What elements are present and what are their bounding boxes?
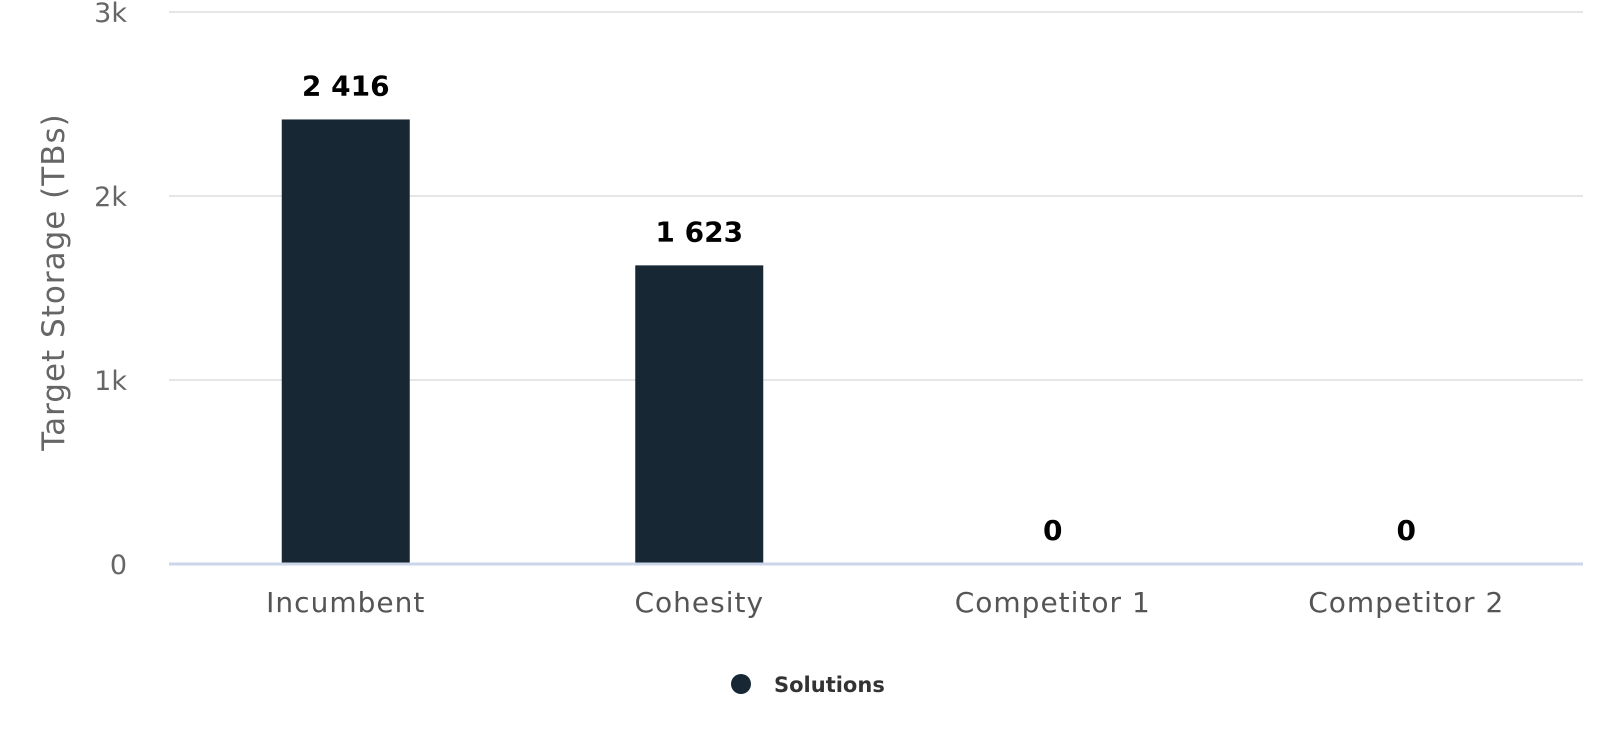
y-tick-label: 0 [110, 550, 127, 581]
y-tick-label: 1k [94, 366, 127, 397]
data-labels: 2 416 1 623 0 0 [302, 69, 1416, 547]
legend-item-solutions[interactable]: Solutions [774, 673, 885, 697]
data-label: 2 416 [302, 69, 390, 102]
legend-marker-icon [731, 674, 751, 694]
data-label: 1 623 [655, 215, 743, 248]
x-tick-label: Incumbent [266, 586, 425, 619]
bars[interactable] [281, 119, 764, 565]
x-tick-label: Cohesity [634, 586, 764, 619]
x-tick-label: Competitor 2 [1308, 586, 1504, 619]
data-label: 0 [1397, 514, 1416, 547]
y-axis-title: Target Storage (TBs) [36, 113, 72, 451]
y-tick-label: 3k [94, 0, 127, 29]
bar-incumbent[interactable] [281, 119, 410, 565]
bar-cohesity[interactable] [635, 265, 764, 564]
data-label: 0 [1043, 514, 1062, 547]
y-axis-ticks: 0 1k 2k 3k [94, 0, 127, 581]
x-tick-label: Competitor 1 [955, 586, 1151, 619]
x-axis-ticks: Incumbent Cohesity Competitor 1 Competitor … [266, 586, 1504, 619]
y-tick-label: 2k [94, 182, 127, 213]
legend[interactable]: Solutions [731, 673, 885, 697]
